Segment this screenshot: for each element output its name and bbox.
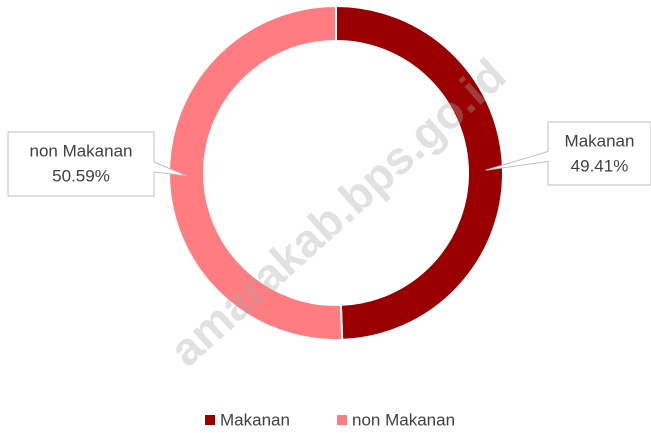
callouts: Makanan 49.41% non Makanan 50.59%	[7, 121, 651, 197]
donut-segment	[168, 4, 344, 341]
legend-label: non Makanan	[352, 410, 455, 429]
callout-category: Makanan	[565, 131, 635, 150]
callout-box	[485, 121, 651, 186]
donut	[168, 4, 504, 341]
callout-box	[7, 131, 187, 197]
legend: Makanan non Makanan	[205, 410, 455, 429]
legend-swatch	[337, 415, 347, 425]
callout-category: non Makanan	[29, 141, 132, 160]
callout-value: 50.59%	[52, 166, 110, 185]
legend-label: Makanan	[220, 410, 290, 429]
callout-value: 49.41%	[571, 156, 629, 175]
legend-swatch	[205, 415, 215, 425]
donut-segment	[335, 4, 504, 341]
